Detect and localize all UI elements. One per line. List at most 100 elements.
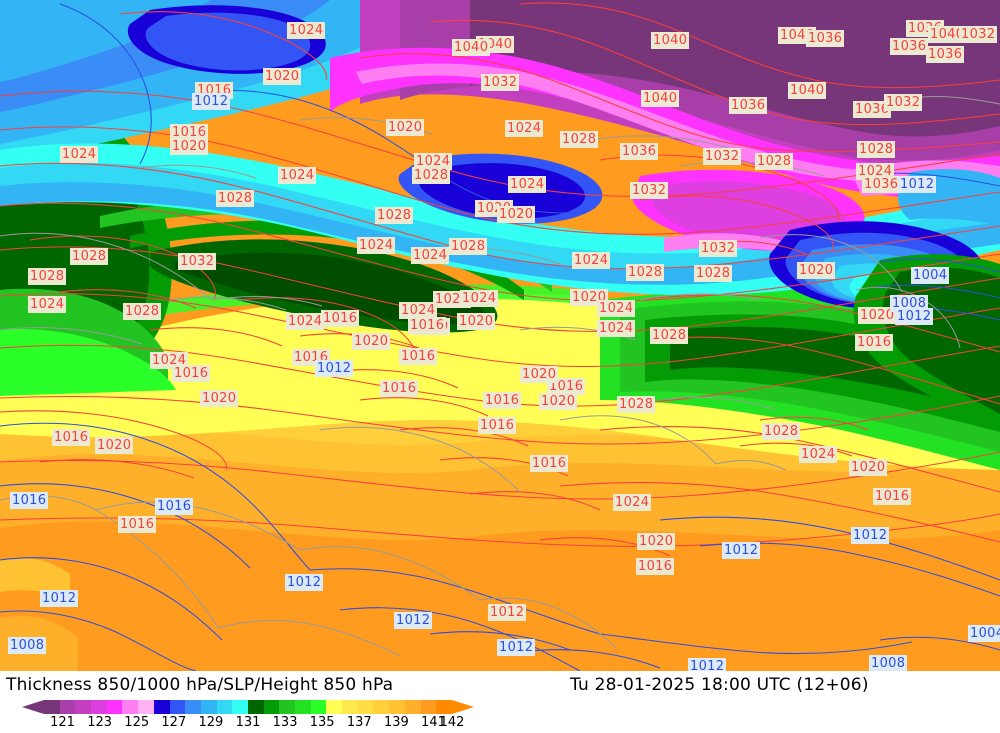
isobar-label: 1032 bbox=[699, 240, 738, 257]
isobar-label: 1020 bbox=[797, 262, 836, 279]
isobar-label: 1028 bbox=[123, 303, 162, 320]
height-contour-label: 1012 bbox=[895, 308, 934, 325]
isobar-label: 1024 bbox=[28, 296, 67, 313]
isobar-label: 1040 bbox=[651, 32, 690, 49]
colorbar-swatch bbox=[59, 700, 76, 714]
colorbar-swatch bbox=[436, 700, 452, 714]
isobar-label: 1020 bbox=[263, 68, 302, 85]
colorbar-swatch bbox=[216, 700, 233, 714]
isobar-label: 1016 bbox=[321, 310, 360, 327]
colorbar-swatch bbox=[138, 700, 154, 714]
height-contour-label: 1016 bbox=[155, 498, 194, 515]
height-contour-label: 1012 bbox=[851, 527, 890, 544]
isobar-label: 1028 bbox=[626, 264, 665, 281]
isobar-label: 1024 bbox=[613, 494, 652, 511]
isobar-label: 1020 bbox=[858, 307, 897, 324]
valid-time-stamp: Tu 28-01-2025 18:00 UTC (12+06) bbox=[570, 675, 869, 695]
isobar-label: 1016 bbox=[855, 334, 894, 351]
isobar-label: 1028 bbox=[762, 423, 801, 440]
isobar-label: 1040 bbox=[641, 90, 680, 107]
isobar-label: 1028 bbox=[857, 141, 896, 158]
isobar-label: 1028 bbox=[449, 238, 488, 255]
colorbar-tick: 133 bbox=[272, 715, 298, 730]
colorbar-swatch bbox=[279, 700, 295, 714]
isobar-label: 1028 bbox=[70, 248, 109, 265]
colorbar-swatches bbox=[44, 700, 452, 714]
isobar-label: 1036 bbox=[862, 176, 901, 193]
colorbar-swatch bbox=[91, 700, 107, 714]
height-contour-label: 1012 bbox=[285, 574, 324, 591]
isobar-label: 1024 bbox=[287, 22, 326, 39]
isobar-label: 1024 bbox=[508, 176, 547, 193]
isobar-label: 1036 bbox=[806, 30, 845, 47]
colorbar-tick: 131 bbox=[235, 715, 261, 730]
isobar-label: 1016 bbox=[408, 317, 447, 334]
isobar-label: 1020 bbox=[520, 366, 559, 383]
isobar-label: 1024 bbox=[399, 302, 438, 319]
colorbar-swatch bbox=[357, 700, 374, 714]
isobar-label: 1032 bbox=[884, 94, 923, 111]
isobar-label: 1020 bbox=[637, 533, 676, 550]
colorbar-swatch bbox=[326, 700, 343, 714]
isobar-label: 1020 bbox=[849, 459, 888, 476]
isobar-label: 1024 bbox=[150, 352, 189, 369]
isobar-label: 1032 bbox=[178, 253, 217, 270]
isobar-label: 1016 bbox=[52, 429, 91, 446]
weather-map-canvas[interactable]: 1024 1040 1040 1040 1040 1036 1036 1040 1036 1036… bbox=[0, 0, 1000, 671]
isobar-label: 1028 bbox=[650, 327, 689, 344]
colorbar-tick: 127 bbox=[161, 715, 187, 730]
colorbar-swatch bbox=[44, 700, 60, 714]
colorbar-swatch bbox=[389, 700, 405, 714]
height-contour-label: 1012 bbox=[394, 612, 433, 629]
colorbar-swatch bbox=[200, 700, 217, 714]
isobar-label: 1020 bbox=[497, 206, 536, 223]
isobar-label: 1024 bbox=[597, 300, 636, 317]
isobar-label: 1032 bbox=[703, 148, 742, 165]
height-contour-label: 1012 bbox=[688, 658, 727, 671]
isobar-label: 1016 bbox=[118, 516, 157, 533]
chart-title: Thickness 850/1000 hPa/SLP/Height 850 hP… bbox=[6, 675, 394, 695]
isobar-label: 1028 bbox=[755, 153, 794, 170]
colorbar-tick: 135 bbox=[309, 715, 335, 730]
height-contour-label: 1004 bbox=[968, 625, 1000, 642]
isobar-label: 1012 bbox=[488, 604, 527, 621]
isobar-label: 1032 bbox=[630, 182, 669, 199]
isobar-label: 1036 bbox=[620, 143, 659, 160]
colorbar-extend-low-icon bbox=[22, 700, 44, 714]
isobar-label: 1016 bbox=[636, 558, 675, 575]
isobar-label: 1016 bbox=[478, 417, 517, 434]
colorbar-swatch bbox=[342, 700, 358, 714]
isobar-label: 1024 bbox=[414, 153, 453, 170]
isobar-label: 1016 bbox=[483, 392, 522, 409]
height-contour-label: 1008 bbox=[8, 637, 47, 654]
isobar-label: 1024 bbox=[357, 237, 396, 254]
colorbar: 121 123 125 127 129 131 133 135 137 139 141 142 bbox=[0, 699, 1000, 733]
isobar-label: 1024 bbox=[597, 320, 636, 337]
isobar-label: 1016 bbox=[399, 348, 438, 365]
colorbar-swatch bbox=[263, 700, 280, 714]
isobar-label: 1024 bbox=[799, 446, 838, 463]
isobar-label: 1024 bbox=[572, 252, 611, 269]
isobar-label: 1020 bbox=[95, 437, 134, 454]
colorbar-swatch bbox=[153, 700, 170, 714]
isobar-label: 1020 bbox=[457, 313, 496, 330]
height-contour-label: 1008 bbox=[890, 295, 929, 312]
colorbar-swatch bbox=[247, 700, 264, 714]
height-contour-label: 1012 bbox=[722, 542, 761, 559]
colorbar-tick: 129 bbox=[198, 715, 224, 730]
isobar-label: 1024 bbox=[411, 247, 450, 264]
isobar-label: 1028 bbox=[216, 190, 255, 207]
isobar-label: 1028 bbox=[617, 396, 656, 413]
colorbar-swatch bbox=[232, 700, 248, 714]
isobar-label: 1020 bbox=[170, 138, 209, 155]
isobar-label: 1024 bbox=[286, 313, 325, 330]
colorbar-extend-high-icon bbox=[452, 700, 474, 714]
colorbar-swatch bbox=[420, 700, 437, 714]
isobar-label: 1028 bbox=[412, 167, 451, 184]
isobar-label: 1016 bbox=[172, 365, 211, 382]
isobar-label: 1040 bbox=[928, 26, 967, 43]
isobar-label: 1036 bbox=[890, 38, 929, 55]
colorbar-swatch bbox=[373, 700, 390, 714]
isobar-label: 1036 bbox=[853, 101, 892, 118]
